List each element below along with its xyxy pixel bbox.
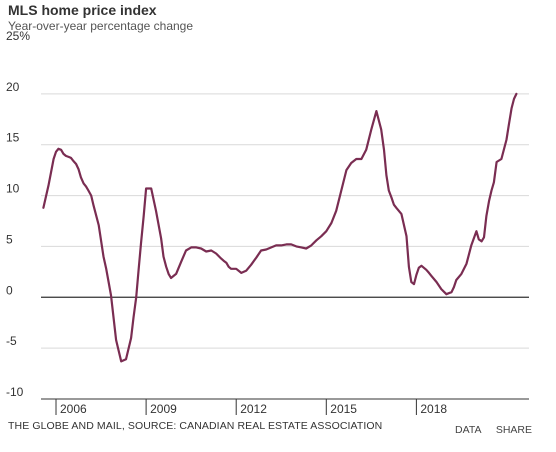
source-credit: THE GLOBE AND MAIL, SOURCE: CANADIAN REA…	[8, 420, 383, 432]
gridlines	[41, 93, 529, 400]
tick-labels: -10 -5 0 5 10 15 20 25% 2006 2009 2012 2015 2018	[6, 29, 447, 415]
line-chart: -10 -5 0 5 10 15 20 25% 2006 2009 2012 2015 2018	[6, 29, 529, 415]
y-tick-label: 10	[6, 182, 20, 196]
chart-subtitle: Year-over-year percentage change	[8, 19, 194, 33]
series-line	[42, 92, 518, 363]
share-link[interactable]: SHARE	[495, 424, 532, 436]
y-tick-label: 5	[6, 232, 13, 246]
y-tick-label: 20	[6, 80, 20, 94]
x-tick-label: 2006	[60, 402, 87, 415]
x-tick-label: 2018	[420, 402, 447, 415]
y-tick-label: 15	[6, 131, 20, 145]
x-tick-label: 2012	[240, 402, 267, 415]
x-tick-label: 2015	[330, 402, 357, 415]
y-tick-label: 0	[6, 283, 13, 297]
footer-links: DATA SHARE	[443, 424, 532, 436]
y-tick-label: -10	[6, 385, 24, 399]
y-tick-label: -5	[6, 334, 17, 348]
data-link[interactable]: DATA	[455, 424, 481, 436]
y-tick-label: 25%	[6, 29, 30, 43]
series-layer	[42, 92, 518, 363]
chart-title: MLS home price index	[8, 2, 157, 18]
axes	[41, 296, 529, 415]
x-tick-label: 2009	[150, 402, 177, 415]
